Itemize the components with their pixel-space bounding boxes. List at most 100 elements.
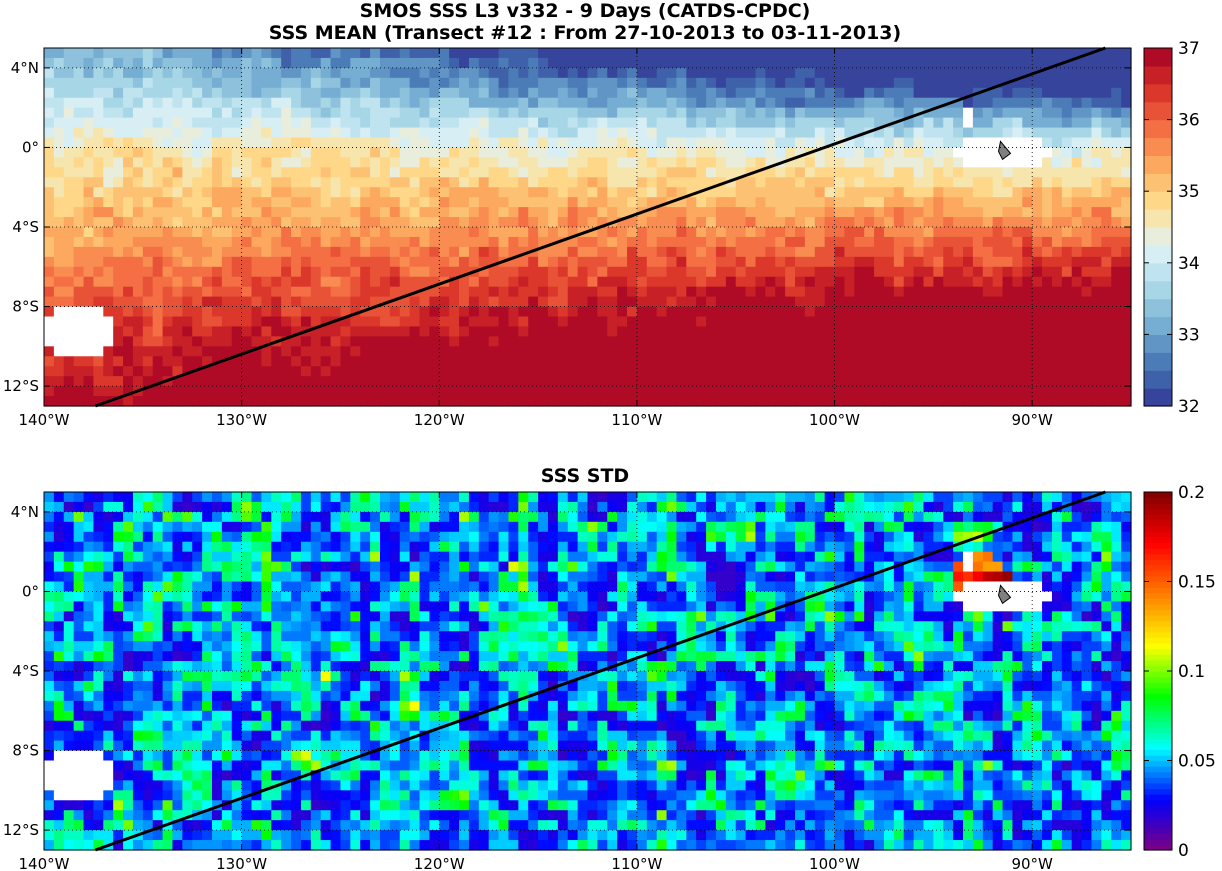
colorbar-level	[1144, 101, 1172, 121]
colorbar-level	[1144, 844, 1172, 851]
y-tick-label: 4°S	[12, 662, 39, 680]
colorbar-level	[1144, 659, 1172, 666]
colorbar-level	[1144, 191, 1172, 210]
colorbar-level	[1144, 654, 1172, 661]
colorbar-level	[1144, 564, 1172, 571]
colorbar-level	[1144, 827, 1172, 834]
colorbar-level	[1144, 227, 1172, 246]
y-tick-label: 4°N	[11, 59, 39, 77]
colorbar-level	[1144, 738, 1172, 745]
colorbar-level	[1144, 682, 1172, 689]
x-tick-label: 120°W	[414, 411, 465, 429]
colorbar-level	[1144, 609, 1172, 616]
colorbar-level	[1144, 766, 1172, 773]
colorbar-level	[1144, 749, 1172, 756]
colorbar-level	[1144, 65, 1172, 85]
colorbar-level	[1144, 575, 1172, 583]
x-tick-label: 90°W	[1011, 411, 1053, 429]
std-map-svg: 140°W 130°W 120°W 110°W 100°W 90°W 4°N 0° 4°S 8°S…	[3, 483, 1216, 871]
colorbar-tick-label: 0.1	[1178, 662, 1205, 682]
colorbar-level	[1144, 782, 1172, 790]
colorbar-level	[1144, 603, 1172, 611]
colorbar-level	[1144, 48, 1172, 67]
colorbar-level	[1144, 788, 1172, 795]
colorbar-level	[1144, 721, 1172, 728]
y-tick-label: 4°N	[11, 503, 39, 521]
mean-map-svg: 140°W 130°W 120°W 110°W 100°W 90°W 4°N 0° 4°S 8°S…	[3, 39, 1200, 429]
mean-field	[44, 48, 1132, 407]
x-tick-label: 140°W	[19, 411, 70, 429]
colorbar-level	[1144, 173, 1172, 192]
colorbar-level	[1144, 531, 1172, 538]
x-tick-label: 130°W	[216, 411, 267, 429]
mean-island-marker	[997, 140, 1012, 161]
colorbar-level	[1144, 710, 1172, 717]
colorbar-level	[1144, 822, 1172, 829]
mean-transect-line	[94, 46, 1106, 408]
colorbar-level	[1144, 570, 1172, 577]
colorbar-level	[1144, 631, 1172, 639]
colorbar-level	[1144, 581, 1172, 588]
y-tick-label: 12°S	[3, 821, 39, 839]
y-tick-label: 0°	[22, 582, 39, 600]
colorbar-level	[1144, 352, 1172, 371]
colorbar-level	[1144, 771, 1172, 778]
colorbar-level	[1144, 334, 1172, 353]
colorbar-level	[1144, 536, 1172, 543]
colorbar-level	[1144, 559, 1172, 566]
colorbar-level	[1144, 704, 1172, 711]
y-tick-label: 4°S	[12, 218, 39, 236]
colorbar-level	[1144, 587, 1172, 594]
colorbar-tick-label: 0.2	[1178, 483, 1205, 503]
x-tick-label: 100°W	[809, 855, 860, 871]
std-transect-line	[94, 490, 1106, 852]
x-tick-label: 90°W	[1011, 855, 1053, 871]
x-tick-label: 100°W	[809, 411, 860, 429]
colorbar-level	[1144, 726, 1172, 734]
colorbar-level	[1144, 525, 1172, 532]
colorbar-level	[1144, 805, 1172, 812]
colorbar-level	[1144, 598, 1172, 605]
colorbar-level	[1144, 715, 1172, 722]
colorbar-level	[1144, 316, 1172, 335]
colorbar-level	[1144, 816, 1172, 823]
colorbar-level	[1144, 209, 1172, 228]
colorbar-tick-label: 37	[1178, 39, 1200, 59]
colorbar-level	[1144, 298, 1172, 318]
colorbar-level	[1144, 370, 1172, 389]
colorbar-tick-label: 33	[1178, 325, 1200, 345]
colorbar-level	[1144, 503, 1172, 510]
colorbar-level	[1144, 244, 1172, 264]
colorbar-level	[1144, 262, 1172, 282]
std-colorbar	[1144, 492, 1172, 851]
colorbar-tick-label: 32	[1178, 397, 1200, 417]
colorbar-level	[1144, 810, 1172, 818]
colorbar-level	[1144, 777, 1172, 784]
colorbar-level	[1144, 648, 1172, 655]
colorbar-tick-label: 0	[1178, 841, 1189, 861]
colorbar-level	[1144, 838, 1172, 845]
colorbar-level	[1144, 519, 1172, 527]
colorbar-level	[1144, 637, 1172, 644]
colorbar-level	[1144, 492, 1172, 499]
colorbar-level	[1144, 794, 1172, 801]
colorbar-level	[1144, 119, 1172, 139]
colorbar-level	[1144, 137, 1172, 156]
mean-colorbar-frame	[1143, 47, 1173, 407]
colorbar-level	[1144, 754, 1172, 762]
y-tick-label: 12°S	[3, 377, 39, 395]
colorbar-level	[1144, 743, 1172, 750]
colorbar-level	[1144, 592, 1172, 599]
colorbar-level	[1144, 693, 1172, 700]
colorbar-level	[1144, 665, 1172, 672]
colorbar-tick-label: 0.15	[1178, 573, 1216, 593]
x-tick-label: 110°W	[611, 411, 662, 429]
colorbar-level	[1144, 626, 1172, 633]
colorbar-level	[1144, 83, 1172, 103]
x-tick-label: 110°W	[611, 855, 662, 871]
colorbar-tick-label: 36	[1178, 111, 1200, 131]
std-field	[44, 492, 1132, 851]
colorbar-level	[1144, 508, 1172, 515]
colorbar-level	[1144, 671, 1172, 678]
colorbar-level	[1144, 799, 1172, 806]
